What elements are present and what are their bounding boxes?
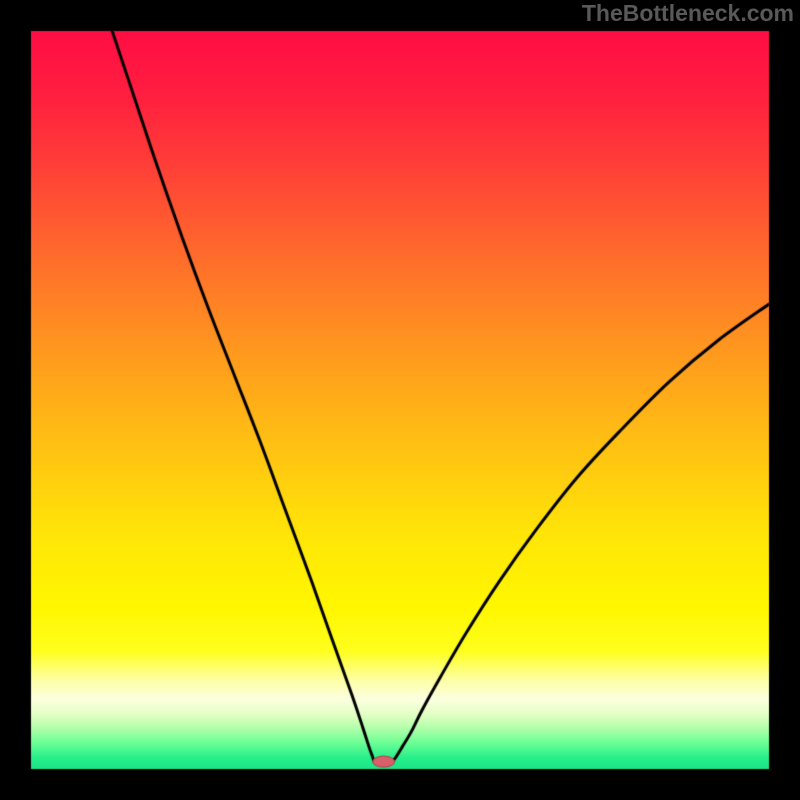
- bottleneck-curve-canvas: [0, 0, 800, 800]
- watermark-text: TheBottleneck.com: [582, 0, 794, 27]
- chart-container: TheBottleneck.com: [0, 0, 800, 800]
